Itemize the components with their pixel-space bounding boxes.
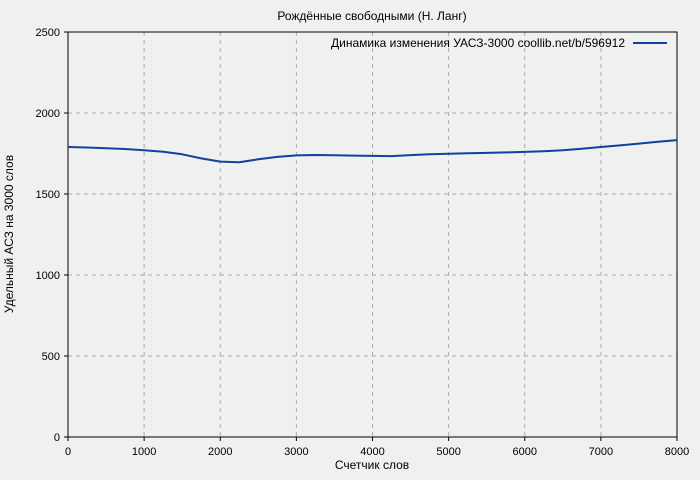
x-tick-label: 5000: [436, 446, 460, 458]
x-tick-label: 0: [65, 446, 71, 458]
legend: Динамика изменения УАСЗ-3000 coollib.net…: [331, 36, 667, 50]
x-tick-label: 3000: [284, 446, 308, 458]
grid-lines: [68, 32, 677, 437]
x-tick-label: 4000: [360, 446, 384, 458]
series-line: [67, 139, 678, 164]
y-axis-label: Удельный АСЗ на 3000 слов: [2, 155, 16, 313]
x-tick-label: 1000: [132, 446, 156, 458]
data-series: [67, 139, 678, 164]
y-tick-label: 1000: [36, 270, 60, 282]
y-tick-label: 500: [42, 351, 60, 363]
x-tick-label: 2000: [208, 446, 232, 458]
y-tick-label: 2500: [36, 27, 60, 39]
tick-labels: 0 1000 2000 3000 4000 5000 6000 7000 8000 0 500 100…: [36, 27, 690, 458]
legend-label: Динамика изменения УАСЗ-3000 coollib.net…: [331, 36, 625, 50]
chart-title: Рождённые свободными (Н. Ланг): [277, 9, 466, 23]
y-tick-label: 0: [54, 432, 60, 444]
x-tick-label: 6000: [513, 446, 537, 458]
x-tick-label: 7000: [589, 446, 613, 458]
axis-ticks: [64, 31, 678, 441]
x-tick-label: 8000: [665, 446, 689, 458]
x-axis-label: Счетчик слов: [335, 458, 409, 472]
y-tick-label: 2000: [36, 108, 60, 120]
y-tick-label: 1500: [36, 189, 60, 201]
